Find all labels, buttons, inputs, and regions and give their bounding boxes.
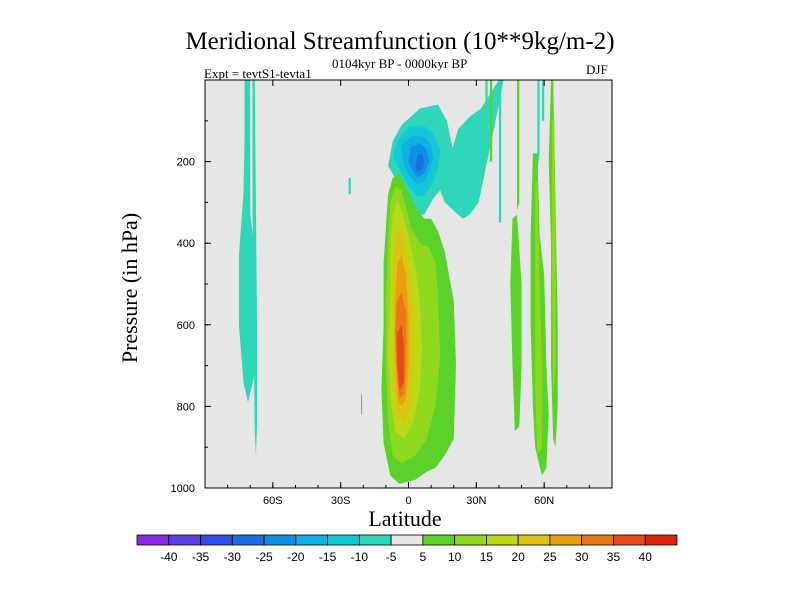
colorbar-swatch	[263, 534, 297, 546]
contour-northern-neg-strip-a	[485, 80, 488, 129]
y-tick-label: 200	[177, 157, 195, 169]
contour-layer	[205, 80, 612, 488]
colorbar-label: -15	[319, 550, 337, 564]
contour-south-polar-streak	[252, 80, 257, 456]
colorbar-swatch	[454, 534, 487, 546]
y-tick-label: 800	[177, 401, 195, 413]
contour-northern-neg-strip-c	[537, 80, 540, 170]
colorbar-swatch	[644, 534, 678, 546]
y-tick-label: 400	[177, 238, 195, 250]
x-tick-label: 60S	[263, 495, 283, 507]
contour-northern-pos-band-b	[517, 80, 520, 211]
colorbar-label: -35	[192, 550, 210, 564]
colorbar-swatch	[295, 534, 328, 546]
y-tick-label: 1000	[171, 483, 195, 495]
x-tick-label: 60N	[534, 495, 554, 507]
colorbar-swatch	[390, 534, 424, 546]
colorbar-swatch	[549, 534, 583, 546]
colorbar-swatch	[327, 534, 360, 546]
colorbar-label: 5	[420, 550, 427, 564]
contour-northern-pos-band-a	[489, 80, 493, 162]
colorbar-swatch	[136, 534, 170, 546]
contour-northern-pos-far-10	[552, 120, 556, 399]
chart-subtitle: 0104kyr BP - 0000kyr BP	[332, 56, 468, 71]
colorbar-swatch	[517, 534, 551, 546]
colorbar-swatch	[231, 534, 265, 546]
colorbar-label: -25	[255, 550, 273, 564]
contour-northern-neg-strip-b	[498, 80, 502, 223]
colorbar-label: 15	[480, 550, 494, 564]
colorbar-label: -5	[386, 550, 397, 564]
contour-southern-high-lat-cell	[238, 80, 255, 403]
colorbar-swatch	[358, 534, 392, 546]
axes: 60S 30S 0 30N 60N 200 400 600 800 1000	[171, 80, 613, 507]
colorbar-label: 40	[639, 550, 653, 564]
x-tick-label: 30N	[466, 495, 486, 507]
experiment-label: Expt = tevtS1-tevta1	[204, 66, 312, 81]
colorbar-swatch	[168, 534, 201, 546]
colorbar-label: -20	[287, 550, 305, 564]
colorbar-label: 10	[448, 550, 462, 564]
y-tick-label: 600	[177, 320, 195, 332]
colorbar-label: 30	[575, 550, 589, 564]
colorbar-label: -30	[224, 550, 242, 564]
contour-northern-neg-band	[440, 80, 504, 219]
colorbar-swatch	[486, 534, 519, 546]
colorbar-swatch	[581, 534, 614, 546]
colorbar-label: -10	[351, 550, 369, 564]
contour-tropical-pos-35	[397, 324, 404, 391]
x-tick-label: 30S	[331, 495, 351, 507]
contour-patch-20s	[361, 394, 363, 415]
colorbar-label: 20	[511, 550, 525, 564]
x-axis-label: Latitude	[368, 506, 442, 531]
chart-title: Meridional Streamfunction (10**9kg/m-2)	[185, 28, 615, 55]
colorbar-label: 35	[607, 550, 621, 564]
x-tick-label: 0	[405, 495, 411, 507]
colorbar-swatch	[613, 534, 646, 546]
colorbar: -40 -35 -30 -25 -20 -15 -10 -5 5 10 15 20 25 30 35 40	[136, 534, 678, 564]
season-label: DJF	[586, 62, 608, 77]
contour-tropical-neg-25	[415, 153, 425, 172]
contour-northern-neg-strip-d	[541, 80, 545, 121]
contour-northern-pos-mid	[510, 214, 522, 431]
contour-patch-30s	[348, 177, 351, 195]
y-axis-label: Pressure (in hPa)	[117, 212, 142, 364]
colorbar-swatch	[422, 534, 456, 546]
colorbar-label: -40	[160, 550, 178, 564]
colorbar-swatch	[200, 534, 233, 546]
colorbar-label: 25	[543, 550, 557, 564]
contour-northern-pos-outer-10	[535, 182, 542, 456]
